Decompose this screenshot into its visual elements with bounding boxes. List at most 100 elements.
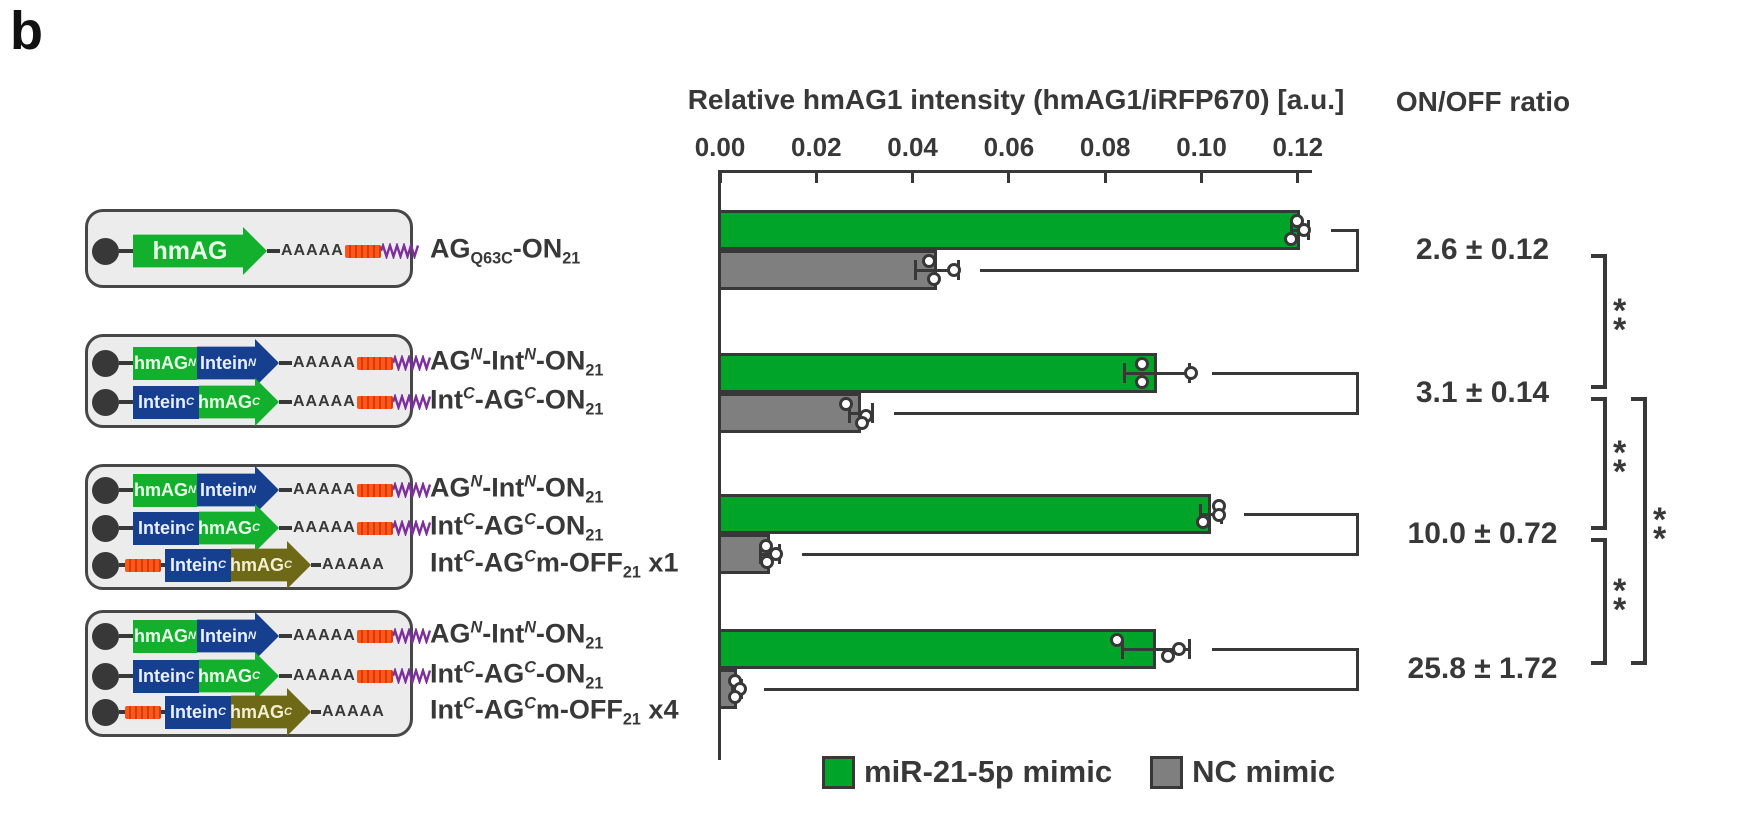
sig-bracket-cap	[1631, 397, 1647, 401]
construct-label: IntC-AGC-ON21	[430, 510, 604, 545]
sig-bracket-cap	[1591, 538, 1607, 542]
error-bar-cap	[758, 544, 762, 564]
error-bar-cap	[913, 260, 917, 280]
mirna-binding-zigzag-icon	[392, 394, 431, 410]
mrna-backbone-line	[267, 249, 280, 253]
x-axis-tick	[1296, 173, 1300, 183]
error-bar-cap	[1121, 639, 1125, 659]
mrna-backbone-line	[161, 563, 165, 567]
orf-segment-arrow: hmAG C	[199, 378, 279, 426]
orf-segment-arrow: hmAG C	[199, 652, 279, 700]
x-axis-title: Relative hmAG1 intensity (hmAG1/iRFP670)…	[687, 84, 1345, 115]
sig-asterisks: * *	[1613, 294, 1626, 347]
x-axis-tick-label: 0.00	[694, 132, 746, 162]
x-axis-tick	[814, 173, 818, 183]
mrna-backbone-line	[279, 488, 292, 492]
sig-bracket-line	[1603, 538, 1607, 665]
mrna-backbone-line	[311, 563, 321, 567]
bar-mir21-mimic	[718, 494, 1212, 534]
mrna-backbone-line	[311, 710, 321, 714]
connector-line-on	[1243, 512, 1357, 516]
legend-swatch	[1150, 755, 1184, 789]
mirna-binding-zigzag-icon	[392, 628, 431, 644]
connector-line-off	[894, 411, 1357, 415]
polya-tail-label: AAAAA	[293, 519, 356, 536]
error-bar-cap	[1290, 220, 1294, 240]
mrna-backbone-line	[279, 674, 292, 678]
construct-label: AGN-IntN-ON21	[430, 472, 604, 507]
polya-tail-label: AAAAA	[293, 481, 356, 498]
error-bar-cap	[730, 679, 734, 699]
mirna-target-site-icon	[125, 705, 161, 719]
data-point	[1160, 649, 1175, 663]
x-axis-tick-label: 0.06	[983, 132, 1035, 162]
data-point	[1297, 223, 1312, 237]
sig-asterisks: * *	[1613, 574, 1626, 627]
connector-line-on	[1330, 228, 1357, 232]
x-axis-tick	[911, 173, 915, 183]
polya-tail-label: AAAAA	[293, 627, 356, 644]
bar-nc-mimic	[718, 393, 861, 433]
mrna-backbone-line	[119, 361, 133, 365]
x-axis-tick	[1200, 173, 1203, 183]
x-axis-tick	[718, 173, 722, 183]
asterisk: *	[1613, 433, 1627, 472]
mrna-backbone-line	[279, 400, 292, 404]
error-bar	[1200, 512, 1222, 516]
data-point	[947, 263, 962, 277]
orf-segment-rect: Intein C	[133, 659, 199, 693]
legend-item: NC mimic	[1150, 754, 1335, 790]
mrna-cap-icon	[92, 514, 119, 542]
data-point	[1195, 515, 1210, 529]
connector-line-on	[1211, 647, 1357, 651]
orf-segment-rect: hmAG N	[133, 346, 197, 380]
legend-swatch	[822, 755, 855, 789]
connector-line-off	[980, 268, 1357, 272]
mirna-binding-zigzag-icon	[392, 355, 431, 371]
on-off-ratio-value: 2.6 ± 0.12	[1415, 233, 1550, 266]
mirna-target-site-icon	[356, 483, 393, 497]
polya-tail-label: AAAAA	[293, 667, 356, 684]
connector-line-off	[801, 552, 1357, 556]
sig-bracket-line	[1603, 397, 1607, 530]
data-point	[1171, 642, 1186, 656]
error-bar-cap	[1188, 639, 1192, 659]
construct-label: AGN-IntN-ON21	[430, 345, 604, 380]
construct-label: IntC-AGCm-OFF21 x4	[430, 694, 679, 729]
x-axis-tick-label: 0.12	[1272, 132, 1324, 162]
mrna-construct-row: hmAG AAAAA	[92, 226, 423, 276]
data-point	[927, 272, 942, 286]
error-bar-cap	[1199, 504, 1203, 524]
error-bar-cap	[1122, 363, 1126, 383]
mrna-cap-icon	[92, 551, 119, 579]
mrna-cap-icon	[92, 622, 119, 650]
bar-nc-mimic	[718, 250, 937, 290]
x-axis-line	[718, 170, 1313, 173]
panel-label: b	[10, 1, 43, 61]
orf-segment-arrow: hmAG C	[231, 541, 311, 589]
x-axis-tick-label: 0.10	[1176, 132, 1227, 162]
sig-asterisks: * *	[1653, 501, 1667, 556]
asterisk: *	[1653, 501, 1667, 539]
construct-label: AGQ63C-ON21	[430, 233, 581, 268]
data-point	[728, 690, 743, 704]
on-off-ratio-value: 10.0 ± 0.72	[1407, 517, 1558, 550]
mirna-target-site-icon	[356, 669, 393, 683]
mrna-cap-icon	[92, 349, 119, 377]
mirna-target-site-icon	[356, 521, 393, 535]
mirna-binding-zigzag-icon	[392, 482, 431, 498]
mrna-backbone-line	[119, 400, 133, 404]
y-axis-spine	[718, 170, 721, 760]
sig-bracket-cap	[1591, 254, 1607, 258]
polya-tail-label: AAAAA	[322, 703, 385, 720]
construct-label: IntC-AGC-ON21	[430, 658, 604, 693]
legend-label: NC mimic	[1192, 754, 1336, 789]
mirna-target-site-icon	[125, 558, 161, 572]
orf-segment-rect: Intein C	[165, 548, 231, 582]
error-bar-cap	[847, 403, 851, 423]
mrna-backbone-line	[119, 674, 133, 678]
bar-mir21-mimic	[718, 353, 1158, 393]
sig-bracket-cap	[1591, 526, 1607, 530]
